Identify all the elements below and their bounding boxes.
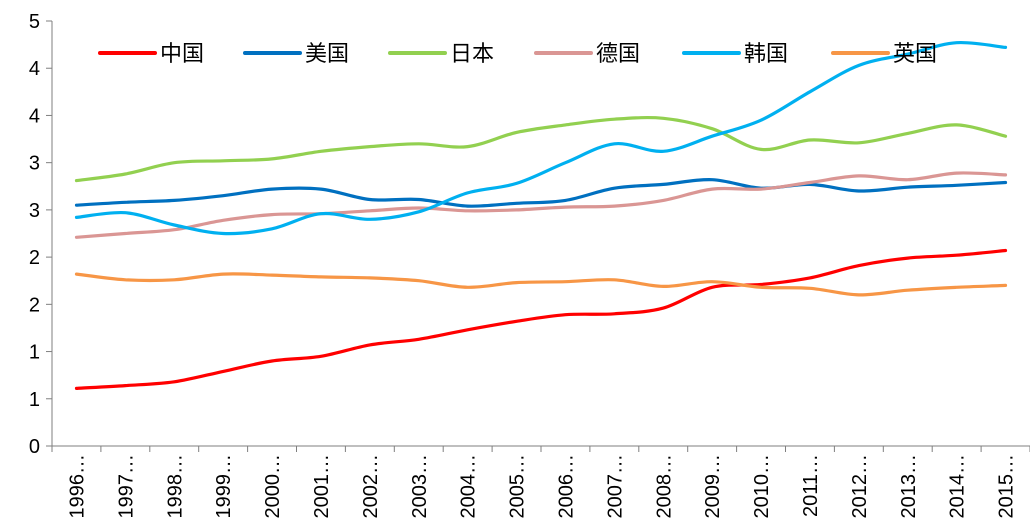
series-line-korea [74, 40, 1008, 236]
x-tick-label: 2000… [262, 454, 284, 519]
y-tick-label: 2 [29, 294, 40, 316]
legend-label-china: 中国 [160, 42, 204, 67]
legend-label-germany: 德国 [596, 42, 640, 67]
x-tick-label: 2013… [898, 454, 920, 519]
x-tick-label: 1998… [164, 454, 186, 519]
y-tick-label: 3 [29, 200, 40, 222]
y-tick-label: 4 [29, 58, 40, 80]
y-tick-label: 3 [29, 153, 40, 175]
x-tick-label: 1999… [213, 454, 235, 519]
y-tick-label: 1 [29, 389, 40, 411]
y-tick-label: 2 [29, 247, 40, 269]
x-tick-label: 2007… [604, 454, 626, 519]
legend-label-usa: 美国 [305, 42, 349, 67]
series-lines [74, 40, 1008, 390]
series-line-germany [74, 171, 1008, 239]
x-tick-label: 1997… [115, 454, 137, 519]
x-tick-label: 2008… [653, 454, 675, 519]
x-tick-label: 2003… [409, 454, 431, 519]
y-tick-label: 4 [29, 105, 40, 127]
y-tick-label: 0 [29, 436, 40, 458]
legend: 中国 美国 日本 德国 韩国 英国 [98, 42, 937, 67]
legend-label-korea: 韩国 [744, 42, 788, 67]
x-tick-label: 2012… [849, 454, 871, 519]
x-tick-label: 2011… [800, 454, 822, 517]
x-tick-label: 2006… [555, 454, 577, 519]
series-line-uk [74, 272, 1008, 297]
legend-label-japan: 日本 [450, 42, 494, 67]
x-tick-label: 2009… [702, 454, 724, 519]
legend-label-uk: 英国 [893, 42, 937, 67]
x-tick-label: 2014… [947, 454, 969, 519]
series-line-japan [74, 115, 1008, 183]
x-tick-label: 2015… [996, 454, 1018, 519]
x-tick-label: 1996… [66, 454, 88, 519]
axes: 0 1 1 2 2 3 3 4 4 5 1996… 1997… 1998… 1999… 2000… 2001…… [29, 11, 1030, 519]
x-tick-label: 2004… [458, 454, 480, 518]
x-tick-label: 2010… [751, 454, 773, 519]
series-line-usa [74, 178, 1008, 208]
x-tick-label: 2002… [360, 454, 382, 519]
x-tick-label: 2001… [311, 454, 333, 519]
y-tick-label: 1 [29, 342, 40, 364]
x-tick-label: 2005… [507, 454, 529, 519]
series-line-china [74, 248, 1008, 390]
y-tick-label: 5 [29, 11, 40, 33]
